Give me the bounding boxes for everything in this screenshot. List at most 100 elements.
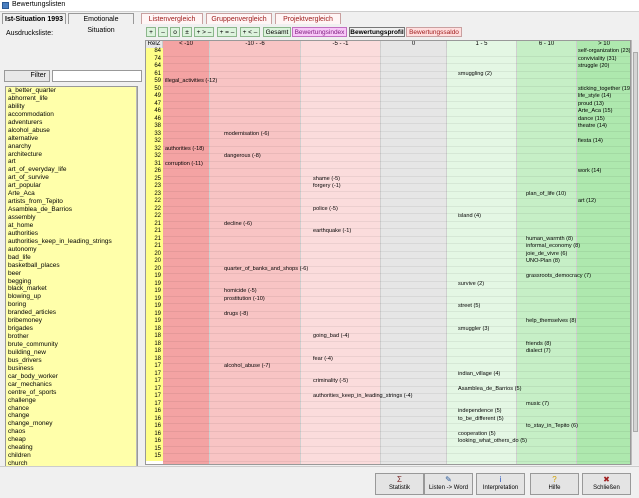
expression-list-item[interactable]: change_money [8,420,53,428]
expression-list-item[interactable]: branded_articles [8,309,57,317]
rating-entry[interactable]: going_bad (-4) [313,333,350,339]
expression-list-item[interactable]: brother [8,333,29,341]
rating-entry[interactable]: smuggling (2) [458,70,492,77]
rating-entry[interactable]: smuggler (3) [458,325,490,332]
rating-entry[interactable]: authorities_keep_in_leading_strings (-4) [313,393,413,399]
filter-ambivalent-button[interactable]: ± [182,27,192,37]
expression-list-item[interactable]: business [8,364,34,372]
expression-list-item[interactable]: bribemoney [8,317,42,325]
rating-entry[interactable]: music (7) [526,400,549,407]
rating-entry[interactable]: human_warmth (8) [526,235,573,242]
column-header-gt-10[interactable]: > 10 [577,41,630,48]
expression-list-item[interactable]: begging [8,277,32,285]
statistik-button[interactable]: Σ Statistik [375,473,424,495]
expression-list-item[interactable]: cheap [8,436,26,444]
filter-bewertungsindex-button[interactable]: Bewertungsindex [292,27,347,37]
expression-list-item[interactable]: basketball_places [8,261,60,269]
rating-entry[interactable]: conviviality (31) [578,55,617,62]
expression-list-item[interactable]: challenge [8,396,36,404]
rating-entry[interactable]: work (14) [578,168,602,174]
expression-list-item[interactable]: beer [8,269,22,277]
rating-entry[interactable]: corruption (-11) [165,160,203,167]
expression-list-item[interactable]: authorities_keep_in_leading_strings [8,237,112,245]
expression-list-item[interactable]: change [8,412,30,420]
rating-entry[interactable]: street (5) [458,303,481,309]
expression-list-item[interactable]: ability [8,102,25,110]
expression-list[interactable]: a_better_quarter abhorrent_life ability acc… [5,86,138,468]
rating-entry[interactable]: sticking_together (19) [578,85,631,92]
filter-gesamt-button[interactable]: Gesamt [263,27,291,37]
expression-list-item[interactable]: art_of_everyday_life [8,166,67,174]
rating-entry[interactable]: survive (2) [458,280,485,287]
rating-entry[interactable]: homicide (-5) [224,288,257,294]
expression-list-item[interactable]: car_body_worker [8,372,58,380]
expression-list-item[interactable]: alcohol_abuse [8,126,50,134]
interpretation-button[interactable]: i Interpretation [476,473,525,495]
expression-list-item[interactable]: cheating [8,444,33,452]
tab-gruppenvergleich[interactable]: Gruppenvergleich [206,13,272,24]
expression-list-item[interactable]: autonomy [8,245,37,253]
rating-entry[interactable]: indian_village (4) [458,370,501,377]
filter-plus-less-minus-button[interactable]: + < – [240,27,260,37]
hilfe-button[interactable]: ? Hilfe [530,473,579,495]
rating-entry[interactable]: alcohol_abuse (-7) [224,363,271,369]
rating-entry[interactable]: independence (5) [458,408,502,414]
rating-entry[interactable]: informal_economy (8) [526,243,581,249]
rating-entry[interactable]: plan_of_life (10) [526,190,567,197]
expression-list-item[interactable]: artists_from_Tepito [8,198,63,206]
expression-list-item[interactable]: architecture [8,150,42,158]
expression-list-item[interactable]: brute_community [8,341,58,348]
expression-list-item[interactable]: bad_life [8,253,31,261]
filter-plus-equal-minus-button[interactable]: + = – [217,27,237,37]
expression-list-item[interactable]: centre_of_sports [8,388,57,396]
rating-entry[interactable]: modernisation (-6) [224,130,270,137]
expression-list-item[interactable]: art_of_survive [8,174,49,182]
rating-entry[interactable]: island (4) [458,213,482,219]
rating-entry[interactable]: prostitution (-10) [224,295,265,302]
expression-list-item[interactable]: Asamblea_de_Barrios [8,206,72,214]
expression-list-item[interactable]: bus_drivers [8,356,42,364]
tab-emotionale-situation[interactable]: Emotionale Situation [68,13,134,34]
expression-list-item[interactable]: church [8,460,28,468]
rating-entry[interactable]: decline (-6) [224,220,252,227]
rating-entry[interactable]: theatre (14) [578,123,607,129]
rating-entry[interactable]: police (-5) [313,205,338,212]
rating-entry[interactable]: criminality (-5) [313,378,349,384]
rating-entry[interactable]: grassroots_democracy (7) [526,273,591,279]
rating-entry[interactable]: struggle (20) [578,63,610,69]
rating-entry[interactable]: art (12) [578,198,597,204]
expression-list-item[interactable]: authorities [8,229,38,237]
rating-entry[interactable]: UNO-Plan (8) [526,258,560,264]
rating-entry[interactable]: to_stay_in_Tepito (6) [526,423,578,429]
rating-entry[interactable]: help_themselves (8) [526,318,577,324]
rating-entry[interactable]: friends (8) [526,340,552,347]
schliessen-button[interactable]: ✖ Schließen [582,473,631,495]
expression-list-item[interactable]: at_home [8,221,34,229]
expression-list-item[interactable]: blowing_up [8,293,41,301]
column-header-zero[interactable]: 0 [381,41,447,48]
rating-entry[interactable]: dangerous (-8) [224,153,261,159]
grid-scrollbar[interactable] [631,40,639,465]
tab-projektvergleich[interactable]: Projektvergleich [275,13,341,24]
rating-entry[interactable]: proud (13) [578,100,604,107]
expression-list-item[interactable]: car_mechanics [8,380,52,388]
rating-entry[interactable]: cooperation (5) [458,430,496,437]
expression-list-item[interactable]: boring [8,301,27,309]
tab-listenvergleich[interactable]: Listenvergleich [141,13,203,24]
rating-entry[interactable]: forgery (-1) [313,183,341,189]
rating-entry[interactable]: quarter_of_banks_and_shops (-6) [224,265,309,272]
column-header-lt-minus10[interactable]: < -10 [163,41,210,48]
scrollbar-thumb[interactable] [633,52,638,432]
listen-word-button[interactable]: ✎ Listen -> Word [424,473,473,495]
column-header-minus10-minus6[interactable]: -10 - -6 [210,41,301,48]
expression-list-item[interactable]: brigades [8,325,33,333]
expression-list-item[interactable]: art [8,158,16,166]
expression-list-item[interactable]: assembly [8,214,36,221]
rating-entry[interactable]: dialect (7) [526,348,551,354]
expression-list-item[interactable]: Arte_Aca [8,190,35,198]
expression-list-item[interactable]: black_market [8,285,47,293]
expression-list-item[interactable]: abhorrent_life [8,94,48,102]
filter-bewertungssaldo-button[interactable]: Bewertungssaldo [406,27,462,37]
expression-list-item[interactable]: anarchy [8,142,32,150]
rating-entry[interactable]: joie_de_vivre (6) [526,250,568,257]
